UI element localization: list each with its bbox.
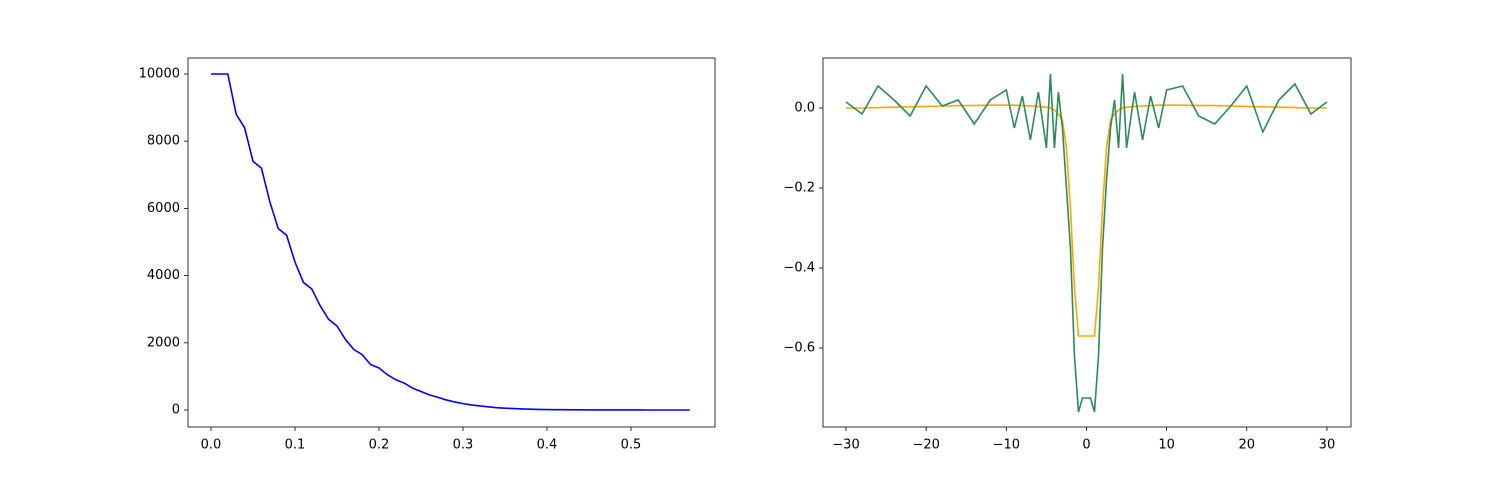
x-tick-label: −30	[832, 438, 859, 453]
x-tick-label: 0.2	[369, 438, 390, 453]
y-tick-label: −0.4	[783, 261, 815, 276]
x-tick-label: 0	[1082, 438, 1090, 453]
x-tick-label: 0.5	[621, 438, 642, 453]
x-tick-label: 10	[1158, 438, 1175, 453]
y-tick-label: 0.0	[794, 101, 815, 116]
y-tick-label: 0	[172, 402, 180, 417]
plot-frame	[187, 57, 716, 428]
data-line	[211, 73, 690, 411]
y-tick-label: 4000	[147, 268, 180, 283]
data-line	[845, 73, 1328, 413]
y-tick-label: 10000	[139, 66, 180, 81]
x-tick-label: 0.4	[537, 438, 558, 453]
x-tick-label: −20	[912, 438, 939, 453]
x-tick-label: −10	[993, 438, 1020, 453]
x-tick-label: 0.1	[285, 438, 306, 453]
plot-frame	[822, 57, 1352, 428]
x-tick-label: 0.0	[201, 438, 222, 453]
y-tick-label: −0.2	[783, 181, 815, 196]
data-line	[846, 104, 1327, 337]
x-tick-label: 0.3	[453, 438, 474, 453]
x-tick-label: 30	[1319, 438, 1336, 453]
x-tick-label: 20	[1239, 438, 1256, 453]
y-tick-label: 8000	[147, 134, 180, 149]
y-tick-label: −0.6	[783, 341, 815, 356]
y-tick-label: 6000	[147, 201, 180, 216]
y-tick-label: 2000	[147, 335, 180, 350]
